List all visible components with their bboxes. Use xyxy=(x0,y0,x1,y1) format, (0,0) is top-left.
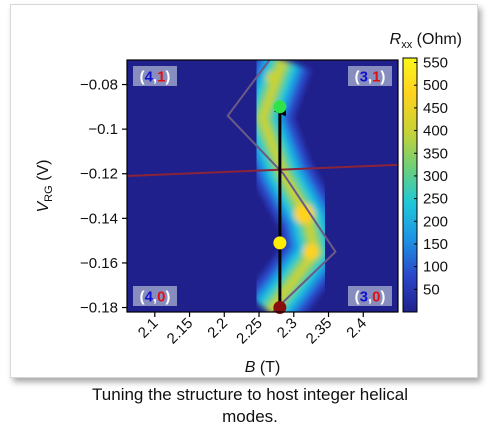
y-tick-label: −0.12 xyxy=(80,166,118,183)
ridge-group xyxy=(233,60,344,312)
x-axis-label-unit: (T) xyxy=(255,359,280,376)
corner-label-box xyxy=(348,286,392,306)
colorbar-tick-label: 200 xyxy=(423,213,448,230)
corner-label-part: 4 xyxy=(145,69,154,86)
corner-label-bottom-right: (3,0) xyxy=(348,286,392,306)
corner-label-text: (3,0) xyxy=(355,289,386,306)
colorbar-title: Rxx (Ohm) xyxy=(390,31,462,51)
hot-spot-2 xyxy=(303,243,320,260)
colorbar-tick-label: 350 xyxy=(423,145,448,162)
colorbar-tick-label: 300 xyxy=(423,168,448,185)
plot-frame xyxy=(126,59,399,313)
y-axis-label: VRG (V) xyxy=(35,160,55,213)
corner-label-part: ( xyxy=(355,69,360,86)
x-axis-label-var: B xyxy=(245,359,256,376)
x-tick-label: 2.25 xyxy=(233,315,266,348)
colorbar-tick-label: 50 xyxy=(423,281,440,298)
data-point-1 xyxy=(273,100,287,114)
guide-line xyxy=(226,59,337,313)
corner-label-part: ( xyxy=(355,289,360,306)
colorbar: 50 100 150 200 250 300 350 400 450 500 550 Rxx (Ohm… xyxy=(390,31,462,313)
corner-label-text: (3,1) xyxy=(355,69,386,86)
corner-label-part: ) xyxy=(165,289,170,306)
x-tick-label: 2.15 xyxy=(164,315,197,348)
colorbar-tick-label: 250 xyxy=(423,191,448,208)
corner-label-part: 0 xyxy=(372,289,380,306)
corner-label-top-left: (4,1) xyxy=(133,66,177,86)
caption-line-1: Tuning the structure to host integer hel… xyxy=(92,385,408,404)
colorbar-title-sub: xx xyxy=(401,39,413,51)
caption-line-2: modes. xyxy=(222,407,278,426)
data-point-2 xyxy=(273,236,287,250)
x-axis-label: B (T) xyxy=(245,359,281,376)
y-tick-label: −0.08 xyxy=(80,77,118,94)
corner-label-part: ) xyxy=(380,289,385,306)
corner-label-bottom-left: (4,0) xyxy=(133,286,177,306)
x-tick-label: 2.35 xyxy=(303,315,336,348)
colorbar-tick-label: 100 xyxy=(423,259,448,276)
hot-spot-1 xyxy=(294,203,315,224)
corner-label-part: 3 xyxy=(360,69,368,86)
colorbar-tick-label: 450 xyxy=(423,100,448,117)
corner-label-part: ) xyxy=(380,69,385,86)
corner-label-part: , xyxy=(153,69,157,86)
overlay-layer: (4,1) (3,1)(4,0) (3,0) xyxy=(126,59,399,315)
y-tick-label: −0.14 xyxy=(80,210,118,227)
colorbar-tick-label: 500 xyxy=(423,77,448,94)
colorbar-gradient xyxy=(402,57,418,313)
corner-label-text: (4,1) xyxy=(140,69,171,86)
hot-spot-3 xyxy=(265,70,280,85)
y-tick-label: −0.1 xyxy=(88,121,118,138)
corner-label-part: 3 xyxy=(360,289,368,306)
red-line xyxy=(126,163,399,177)
y-axis-label-sub: RG xyxy=(43,185,55,202)
corner-label-part: , xyxy=(153,289,157,306)
colorbar-tick-label: 400 xyxy=(423,123,448,140)
corner-label-box xyxy=(133,66,177,86)
y-tick-label: −0.16 xyxy=(80,255,118,272)
corner-label-top-right: (3,1) xyxy=(348,66,392,86)
x-tick-label: 2.3 xyxy=(274,315,301,342)
corner-label-part: ( xyxy=(140,289,145,306)
colorbar-title-var: R xyxy=(390,31,402,48)
corner-label-part: , xyxy=(368,69,372,86)
corner-label-part: 4 xyxy=(145,289,154,306)
heatmap-area xyxy=(127,60,398,312)
corner-label-box xyxy=(133,286,177,306)
corner-label-part: 1 xyxy=(157,69,165,86)
corner-label-part: ) xyxy=(165,69,170,86)
x-tick-label: 2.1 xyxy=(135,315,162,342)
colorbar-tick-label: 550 xyxy=(423,55,448,72)
corner-label-part: 1 xyxy=(372,69,380,86)
colorbar-title-unit: (Ohm) xyxy=(412,31,462,48)
colorbar-tick-label: 150 xyxy=(423,236,448,253)
corner-label-text: (4,0) xyxy=(140,289,171,306)
axes: −0.08−0.1−0.12−0.14−0.16−0.182.1 2.15 2.2 2… xyxy=(35,59,399,376)
corner-label-part: ( xyxy=(140,69,145,86)
x-tick-label: 2.4 xyxy=(343,315,370,342)
y-tick-label: −0.18 xyxy=(80,300,118,317)
x-tick-label: 2.2 xyxy=(204,315,231,342)
y-axis-label-var: V xyxy=(35,200,52,212)
figure-caption: Tuning the structure to host integer hel… xyxy=(0,384,500,428)
corner-label-part: 0 xyxy=(157,289,165,306)
corner-label-part: , xyxy=(368,289,372,306)
corner-label-box xyxy=(348,66,392,86)
heatmap-chart: (4,1) (3,1)(4,0) (3,0) −0.08−0.1−0.12−0.14… xyxy=(35,31,462,376)
y-axis-label-unit: (V) xyxy=(35,160,52,186)
data-point-3 xyxy=(273,301,287,315)
